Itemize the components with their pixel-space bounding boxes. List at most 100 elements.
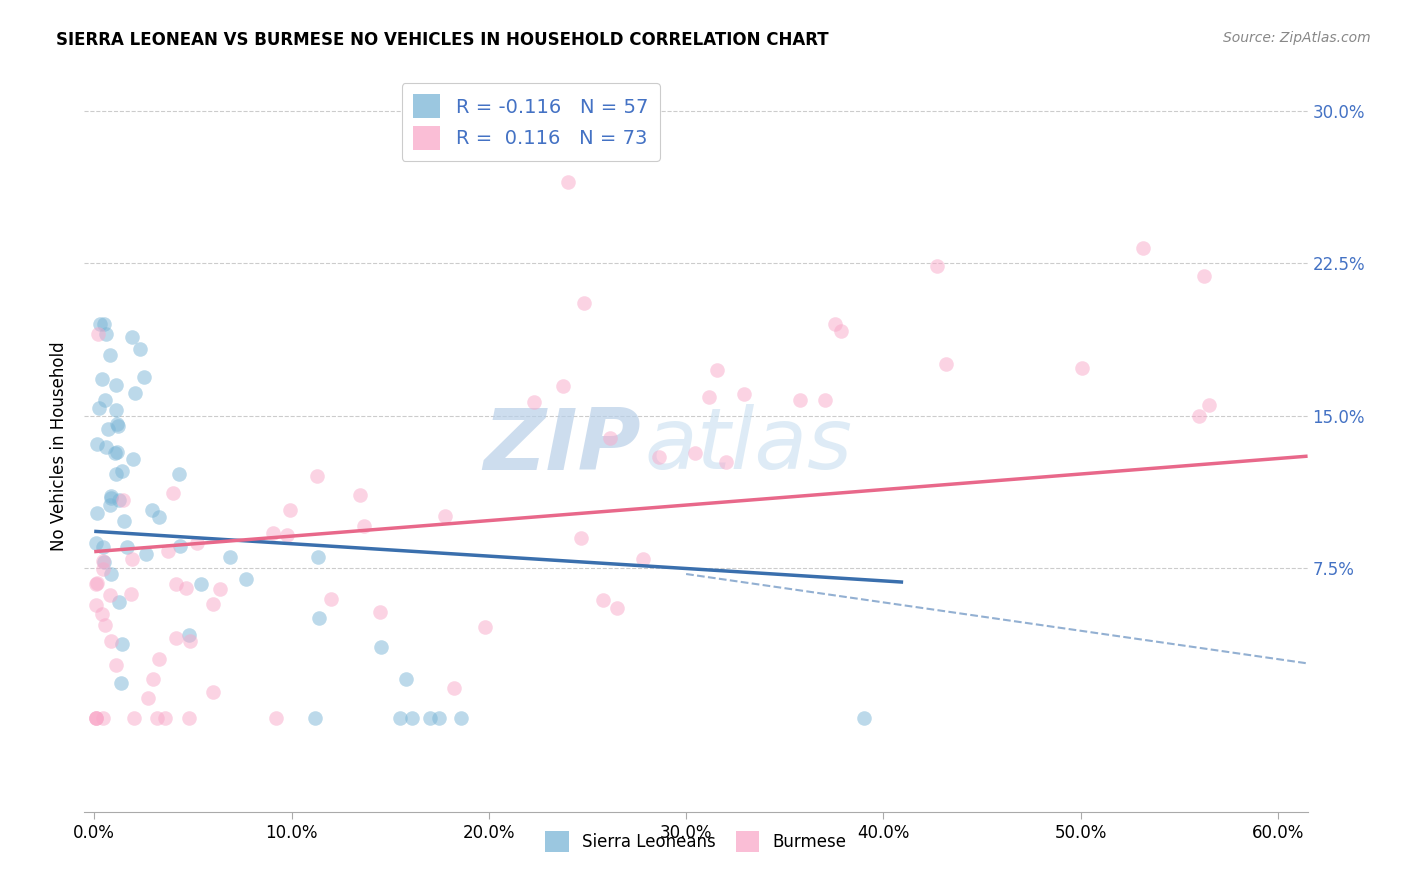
- Point: [91, 562, 114, 576]
- Point: [789, 392, 811, 407]
- Point: [523, 395, 546, 409]
- Point: [599, 431, 621, 445]
- Point: [93, 317, 115, 331]
- Point: [91, 711, 114, 725]
- Point: [935, 358, 957, 372]
- Y-axis label: No Vehicles in Household: No Vehicles in Household: [51, 341, 69, 551]
- Point: [157, 544, 180, 558]
- Point: [169, 539, 191, 553]
- Point: [572, 296, 595, 310]
- Point: [112, 514, 135, 528]
- Point: [97, 422, 120, 436]
- Point: [1192, 268, 1215, 283]
- Point: [714, 454, 737, 468]
- Point: [86, 506, 108, 520]
- Point: [105, 657, 128, 672]
- Point: [208, 582, 231, 596]
- Point: [1132, 241, 1154, 255]
- Point: [128, 343, 150, 357]
- Point: [307, 550, 329, 565]
- Point: [115, 540, 138, 554]
- Point: [111, 464, 134, 478]
- Point: [91, 372, 114, 386]
- Point: [96, 326, 118, 341]
- Point: [353, 518, 375, 533]
- Point: [401, 711, 423, 725]
- Point: [122, 711, 145, 725]
- Point: [84, 711, 107, 725]
- Point: [132, 369, 155, 384]
- Point: [84, 599, 107, 613]
- Point: [266, 711, 288, 725]
- Point: [419, 711, 441, 725]
- Point: [474, 619, 496, 633]
- Point: [830, 324, 852, 338]
- Point: [162, 485, 184, 500]
- Point: [370, 640, 392, 654]
- Point: [141, 503, 163, 517]
- Point: [111, 493, 134, 508]
- Point: [592, 593, 614, 607]
- Point: [84, 711, 107, 725]
- Point: [100, 566, 122, 581]
- Point: [706, 363, 728, 377]
- Point: [429, 711, 451, 725]
- Point: [120, 587, 142, 601]
- Point: [87, 327, 110, 342]
- Text: atlas: atlas: [644, 404, 852, 488]
- Point: [733, 386, 755, 401]
- Point: [121, 330, 143, 344]
- Point: [186, 535, 208, 549]
- Point: [443, 681, 465, 696]
- Point: [105, 402, 128, 417]
- Point: [276, 528, 298, 542]
- Point: [104, 467, 127, 482]
- Point: [111, 637, 134, 651]
- Point: [91, 540, 114, 554]
- Point: [179, 628, 201, 642]
- Point: [1198, 398, 1220, 412]
- Point: [105, 445, 128, 459]
- Point: [304, 711, 326, 725]
- Point: [100, 491, 122, 505]
- Point: [84, 536, 107, 550]
- Point: [262, 526, 284, 541]
- Point: [174, 581, 197, 595]
- Point: [1070, 360, 1092, 375]
- Point: [683, 446, 706, 460]
- Point: [94, 440, 117, 454]
- Point: [121, 552, 143, 566]
- Point: [89, 401, 111, 416]
- Legend: Sierra Leoneans, Burmese: Sierra Leoneans, Burmese: [538, 824, 853, 858]
- Point: [433, 508, 456, 523]
- Point: [107, 419, 129, 434]
- Point: [179, 634, 201, 648]
- Point: [395, 672, 418, 686]
- Point: [105, 417, 128, 431]
- Point: [94, 618, 117, 632]
- Point: [349, 487, 371, 501]
- Point: [368, 605, 391, 619]
- Point: [553, 379, 575, 393]
- Text: Source: ZipAtlas.com: Source: ZipAtlas.com: [1223, 31, 1371, 45]
- Point: [190, 577, 212, 591]
- Point: [86, 577, 108, 591]
- Point: [450, 711, 472, 725]
- Point: [110, 676, 132, 690]
- Point: [1188, 409, 1211, 423]
- Point: [146, 711, 169, 725]
- Point: [278, 502, 301, 516]
- Point: [104, 446, 127, 460]
- Point: [124, 385, 146, 400]
- Point: [697, 390, 720, 404]
- Point: [86, 436, 108, 450]
- Point: [108, 493, 131, 508]
- Point: [93, 554, 115, 568]
- Point: [98, 588, 121, 602]
- Point: [100, 489, 122, 503]
- Point: [814, 393, 837, 408]
- Point: [148, 510, 170, 524]
- Point: [93, 555, 115, 569]
- Point: [389, 711, 412, 725]
- Point: [648, 450, 671, 464]
